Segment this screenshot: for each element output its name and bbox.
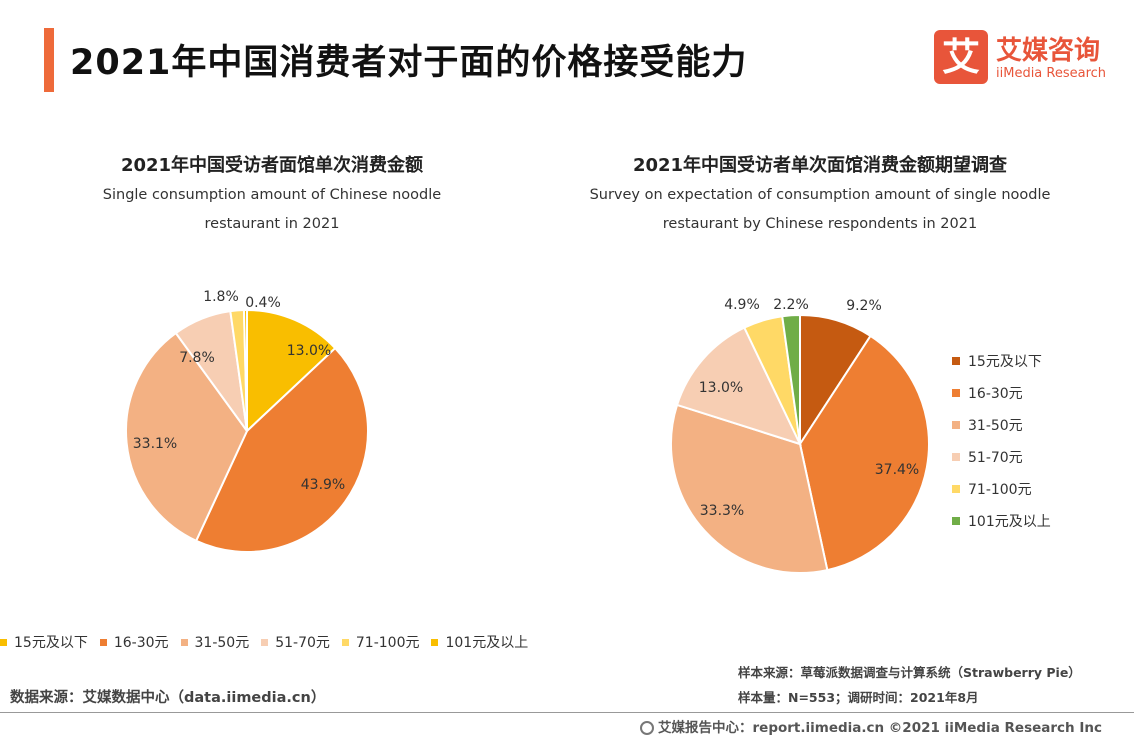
- pie-data-label: 37.4%: [875, 462, 919, 478]
- chart-1-subtitle-line: Single consumption amount of Chinese noo…: [102, 187, 442, 203]
- chart-1-subtitle-line: restaurant in 2021: [204, 216, 340, 232]
- sample-size: 样本量：N=553；调研时间：2021年8月: [738, 690, 979, 705]
- legend-label: 31-50元: [968, 418, 1023, 434]
- legend-item: 15元及以下: [0, 632, 88, 652]
- chart-2-legend: 15元及以下 16-30元 31-50元 51-70元 71-100元 101元及以上: [952, 345, 1051, 537]
- pie-data-label: 0.4%: [245, 295, 281, 311]
- legend-item: 101元及以上: [431, 632, 528, 652]
- title-accent-bar: [44, 28, 54, 92]
- legend-item: 16-30元: [99, 632, 169, 652]
- legend-swatch: [99, 638, 107, 646]
- footer-report: 艾媒报告中心：report.iimedia.cn ©2021 iiMedia R…: [640, 716, 1102, 736]
- chart-1-title: 2021年中国受访者面馆单次消费金额: [120, 155, 424, 176]
- sample-source: 样本来源：草莓派数据调查与计算系统（Strawberry Pie）: [738, 665, 1081, 680]
- legend-swatch: [952, 421, 960, 429]
- pie-data-label: 4.9%: [724, 297, 760, 313]
- legend-swatch: [952, 485, 960, 493]
- footer-report-text: 艾媒报告中心：report.iimedia.cn ©2021 iiMedia R…: [658, 720, 1102, 736]
- brand-logo: 艾 艾媒咨询 iiMedia Research: [934, 30, 1114, 86]
- legend-label: 16-30元: [968, 386, 1023, 402]
- legend-label: 31-50元: [194, 635, 250, 651]
- legend-item: 71-100元: [341, 632, 420, 652]
- legend-swatch: [952, 517, 960, 525]
- legend-label: 101元及以上: [445, 635, 529, 651]
- pie-slice: [194, 346, 369, 553]
- pie-slice: [798, 334, 930, 572]
- legend-item: 101元及以上: [952, 505, 1051, 537]
- legend-label: 101元及以上: [968, 514, 1051, 530]
- pie-data-label: 43.9%: [301, 477, 345, 493]
- legend-label: 16-30元: [113, 635, 169, 651]
- pie-chart-expected-consumption: 9.2% 37.4% 33.3% 13.0% 4.9% 2.2%: [670, 297, 930, 574]
- pie-data-label: 13.0%: [287, 343, 331, 359]
- logo-text-en: iiMedia Research: [996, 66, 1107, 81]
- legend-label: 71-100元: [355, 635, 420, 651]
- legend-item: 15元及以下: [952, 345, 1051, 377]
- chart-2-subtitle: Survey on expectation of consumption amo…: [560, 181, 1080, 239]
- pie-data-label: 7.8%: [179, 350, 215, 366]
- pie-slice: [781, 313, 801, 445]
- legend-swatch: [952, 357, 960, 365]
- pie-slice: [242, 308, 248, 432]
- legend-item: 51-70元: [952, 441, 1051, 473]
- legend-item: 31-50元: [952, 409, 1051, 441]
- pie-slice: [670, 403, 829, 574]
- data-source: 数据来源：艾媒数据中心（data.iimedia.cn）: [10, 690, 326, 706]
- pie-data-label: 9.2%: [846, 298, 882, 314]
- pie-data-label: 2.2%: [773, 297, 809, 313]
- legend-swatch: [180, 638, 188, 646]
- legend-item: 51-70元: [261, 632, 330, 652]
- chart-2-subtitle-line: restaurant by Chinese respondents in 202…: [662, 216, 978, 232]
- legend-swatch: [952, 389, 960, 397]
- pie-slice: [675, 326, 802, 446]
- legend-label: 51-70元: [275, 635, 330, 651]
- legend-label: 71-100元: [968, 482, 1032, 498]
- chart-2-title: 2021年中国受访者单次面馆消费金额期望调查: [632, 155, 1008, 176]
- pie-slice: [246, 308, 337, 434]
- legend-label: 15元及以下: [968, 354, 1042, 370]
- page-title: 2021年中国消费者对于面的价格接受能力: [70, 43, 748, 83]
- legend-swatch: [431, 638, 439, 646]
- report-center-icon: [640, 721, 654, 735]
- chart-2-subtitle-line: Survey on expectation of consumption amo…: [589, 187, 1051, 203]
- legend-item: 16-30元: [952, 377, 1051, 409]
- legend-swatch: [261, 638, 269, 646]
- logo-mark: 艾: [934, 30, 988, 84]
- pie-data-label: 1.8%: [203, 289, 239, 305]
- pie-data-label: 33.1%: [133, 436, 177, 452]
- legend-label: 15元及以下: [14, 635, 88, 651]
- legend-item: 31-50元: [180, 632, 250, 652]
- legend-swatch: [952, 453, 960, 461]
- pie-chart-single-consumption: 13.0% 43.9% 33.1% 7.8% 1.8% 0.4%: [125, 289, 369, 553]
- legend-swatch: [0, 638, 7, 646]
- pie-data-label: 33.3%: [700, 503, 744, 519]
- pie-slice: [125, 331, 249, 543]
- legend-swatch: [341, 638, 349, 646]
- chart-1-subtitle: Single consumption amount of Chinese noo…: [62, 181, 482, 239]
- logo-text-cn: 艾媒咨询: [996, 36, 1101, 66]
- legend-item: 71-100元: [952, 473, 1051, 505]
- footer-divider: [0, 712, 1134, 713]
- pie-data-label: 13.0%: [699, 380, 743, 396]
- legend-label: 51-70元: [968, 450, 1023, 466]
- chart-1-legend: 15元及以下 16-30元 31-50元 51-70元 71-100元 101元及以上: [0, 632, 540, 652]
